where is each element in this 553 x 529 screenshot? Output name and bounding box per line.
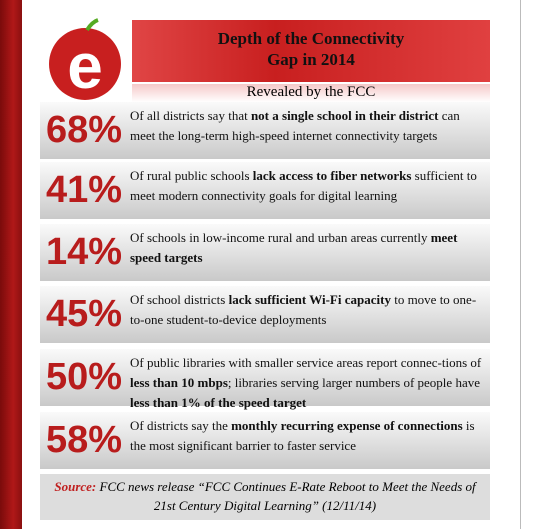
stat-text: Of schools in low-income rural and urban…	[130, 228, 488, 268]
stat-row: 58% Of districts say the monthly recurrin…	[40, 412, 490, 469]
stat-bold: not a single school in their district	[250, 108, 439, 123]
stat-segment: Of rural public schools	[130, 168, 253, 183]
stat-percent: 58%	[45, 419, 123, 461]
stat-segment: is the most significant barrier to faste…	[130, 418, 475, 453]
stat-percent: 50%	[45, 356, 123, 398]
title-line: Gap in 2014	[267, 50, 355, 69]
stat-bold: monthly recurring expense of connections	[231, 418, 463, 433]
stat-segment: Of schools in low-income rural and urban…	[130, 230, 431, 245]
logo-stem	[85, 18, 99, 32]
stat-percent: 45%	[45, 293, 123, 335]
stat-segment: Of public libraries with smaller service…	[130, 355, 482, 370]
title-line: Depth of the Connectivity	[217, 29, 405, 48]
stat-percent: 41%	[45, 169, 123, 211]
source-text: FCC news release “FCC Continues E-Rate R…	[99, 479, 476, 513]
stat-segment: sufficient to meet modern connectivity g…	[130, 168, 477, 203]
stat-bold: meet speed targets	[130, 230, 458, 265]
logo: e	[49, 18, 121, 102]
stat-segment: Of districts say the	[130, 418, 232, 433]
stat-segment: can meet the long-term high-speed intern…	[130, 108, 460, 143]
stat-text: Of all districts say that not a single s…	[130, 106, 488, 146]
stat-segment: Of all districts say that	[130, 108, 251, 123]
stat-segment: Of school districts	[130, 292, 229, 307]
side-strip	[0, 0, 22, 529]
frame	[28, 0, 521, 529]
stat-bold: lack sufficient Wi-Fi capacity	[228, 292, 391, 307]
stat-segment: ; libraries serving larger numbers of pe…	[227, 375, 480, 390]
stat-bold: lack access to fiber networks	[252, 168, 412, 183]
logo-letter: e	[67, 30, 103, 102]
stat-percent: 14%	[45, 231, 123, 273]
stat-percent: 68%	[45, 109, 123, 151]
stat-row: 50% Of public libraries with smaller serv…	[40, 349, 490, 410]
stat-text: Of public libraries with smaller service…	[130, 353, 488, 413]
stat-bold: less than 1% of the speed target	[130, 395, 307, 410]
source-label: Source:	[54, 479, 97, 494]
logo-circle	[49, 28, 121, 100]
stat-row: 41% Of rural public schools lack access t…	[40, 162, 490, 219]
subtitle: Revealed by the FCC	[132, 84, 490, 102]
title-box: Depth of the Connectivity Gap in 2014	[132, 20, 490, 82]
stat-text: Of districts say the monthly recurring e…	[130, 416, 488, 456]
stat-row: 14% Of schools in low-income rural and ur…	[40, 224, 490, 281]
stat-bold: less than 10 mbps	[130, 375, 228, 390]
stat-text: Of rural public schools lack access to f…	[130, 166, 488, 206]
source: Source: FCC news release “FCC Continues …	[40, 474, 490, 520]
stat-row: 45% Of school districts lack sufficient W…	[40, 286, 490, 343]
stat-row: 68% Of all districts say that not a singl…	[40, 102, 490, 159]
stat-segment: to move to one-to-one student-to-device …	[130, 292, 477, 327]
stat-text: Of school districts lack sufficient Wi-F…	[130, 290, 488, 330]
